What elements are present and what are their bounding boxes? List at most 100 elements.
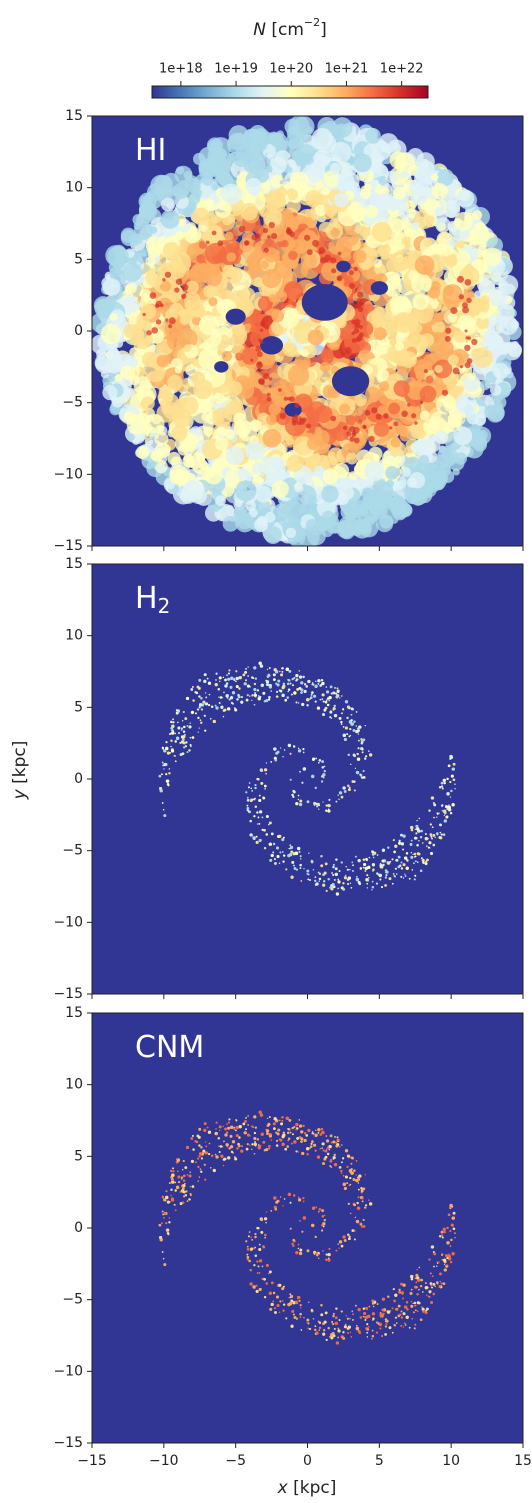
texture-cloud	[342, 786, 346, 790]
texture-cloud	[299, 855, 302, 858]
texture-cloud	[293, 676, 296, 680]
texture-blob	[486, 314, 507, 335]
texture-cloud	[414, 836, 417, 840]
texture-cloud	[227, 677, 231, 681]
texture-cloud	[253, 693, 257, 697]
texture-blob	[355, 408, 363, 416]
texture-cloud	[170, 739, 173, 742]
texture-cloud	[251, 699, 253, 702]
texture-cloud	[298, 802, 303, 807]
texture-blob	[330, 141, 352, 163]
texture-cloud	[229, 685, 233, 689]
texture-cloud	[218, 702, 221, 704]
texture-blob	[100, 370, 110, 379]
texture-blob	[229, 398, 244, 412]
texture-cloud	[247, 666, 249, 668]
texture-cloud	[246, 694, 249, 697]
texture-cloud	[317, 679, 321, 683]
texture-blob	[265, 414, 277, 426]
texture-arm	[174, 287, 180, 293]
texture-blob	[468, 372, 476, 381]
texture-blob	[339, 476, 349, 485]
texture-cloud	[300, 688, 304, 692]
texture-cloud	[235, 680, 237, 683]
texture-cloud	[197, 731, 199, 733]
texture-cloud	[299, 770, 301, 773]
texture-blob	[284, 118, 301, 135]
texture-cloud	[332, 885, 335, 887]
y-tick-label: −5	[62, 395, 83, 411]
texture-cloud	[443, 782, 446, 785]
texture-blob	[457, 314, 475, 333]
texture-cloud	[292, 745, 296, 748]
texture-cloud	[249, 819, 252, 823]
texture-cloud	[350, 763, 352, 765]
texture-arm	[205, 240, 210, 245]
texture-blob	[130, 235, 141, 246]
texture-cloud	[352, 864, 354, 867]
texture-blob	[455, 250, 471, 266]
texture-cloud	[308, 878, 312, 882]
texture-blob	[220, 183, 242, 205]
colorbar-tick-label: 1e+22	[380, 62, 424, 77]
texture-cloud	[215, 672, 218, 675]
texture-cloud	[272, 842, 276, 846]
texture-blob	[371, 221, 392, 243]
texture-cloud	[269, 858, 273, 862]
texture-cloud	[450, 789, 453, 793]
texture-arm	[263, 247, 269, 253]
texture-cloud	[364, 757, 367, 760]
texture-blob	[145, 361, 166, 383]
colorbar-label-exponent: −2	[304, 16, 320, 29]
texture-blob	[120, 365, 136, 380]
texture-cloud	[183, 726, 186, 729]
texture-cloud	[440, 833, 443, 836]
texture-cloud	[449, 811, 453, 815]
texture-blob	[410, 221, 420, 230]
texture-arm	[358, 332, 364, 338]
texture-blob	[381, 337, 390, 346]
texture-cloud	[411, 869, 414, 871]
texture-cloud	[263, 784, 267, 788]
texture-blob	[454, 331, 466, 343]
texture-blob	[394, 341, 405, 351]
texture-cloud	[322, 776, 325, 779]
texture-blob	[414, 255, 435, 275]
texture-blob	[177, 310, 192, 325]
texture-cloud	[355, 877, 360, 882]
texture-cloud	[268, 667, 271, 669]
texture-cloud	[341, 712, 343, 715]
texture-cloud	[340, 795, 344, 799]
texture-cloud	[424, 833, 427, 836]
texture-blob	[169, 465, 189, 485]
texture-cloud	[432, 834, 436, 837]
texture-blob	[237, 468, 249, 480]
texture-arm	[331, 268, 337, 274]
texture-blob	[331, 117, 353, 138]
texture-cloud	[304, 683, 307, 686]
texture-arm	[353, 437, 360, 444]
texture-blob	[403, 227, 413, 237]
texture-blob	[270, 385, 292, 407]
texture-cloud	[354, 855, 357, 858]
texture-cloud	[335, 695, 339, 699]
texture-cloud	[311, 774, 315, 779]
texture-cloud	[283, 749, 286, 751]
texture-cloud	[333, 704, 336, 708]
texture-cloud	[253, 688, 257, 692]
texture-hole	[370, 281, 388, 295]
texture-blob	[478, 311, 487, 320]
texture-cloud	[433, 816, 435, 819]
texture-cloud	[325, 809, 328, 812]
texture-cloud	[408, 877, 411, 880]
texture-blob	[458, 189, 471, 202]
texture-blob	[204, 242, 227, 265]
texture-blob	[353, 153, 372, 173]
texture-arm	[358, 324, 363, 329]
texture-arm	[471, 338, 478, 346]
texture-cloud	[394, 844, 398, 848]
texture-cloud	[223, 691, 225, 694]
texture-cloud	[275, 846, 279, 850]
texture-blob	[235, 352, 244, 361]
texture-cloud	[323, 770, 326, 773]
